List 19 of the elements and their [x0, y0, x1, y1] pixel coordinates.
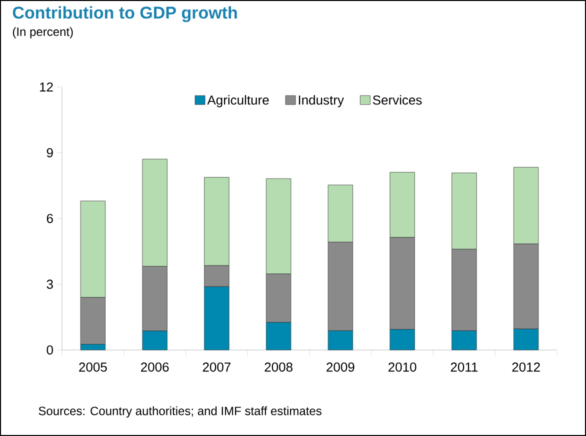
x-tick-label: 2011: [450, 362, 478, 372]
x-tick-label: 2010: [388, 362, 416, 372]
chart-subtitle: (In percent): [12, 27, 73, 38]
y-tick-label: 9: [46, 148, 53, 158]
x-tick-label: 2012: [512, 362, 540, 372]
x-tick-label: 2007: [202, 362, 230, 372]
legend-label: Industry: [298, 95, 344, 108]
y-tick-label: 12: [40, 82, 53, 92]
x-tick-label: 2006: [141, 362, 169, 372]
y-tick-label: 0: [46, 345, 53, 355]
y-tick-label: 3: [46, 280, 53, 289]
legend-label: Services: [372, 95, 422, 105]
chart-title: Contribution to GDP growth: [12, 6, 237, 22]
source-note: Sources: Country authorities; and IMF staff estimates: [38, 406, 322, 418]
x-tick-label: 2005: [79, 362, 107, 372]
x-tick-label: 2009: [326, 362, 354, 372]
legend-label: Agriculture: [207, 95, 269, 108]
y-tick-label: 6: [46, 214, 53, 224]
x-tick-label: 2008: [264, 362, 292, 372]
